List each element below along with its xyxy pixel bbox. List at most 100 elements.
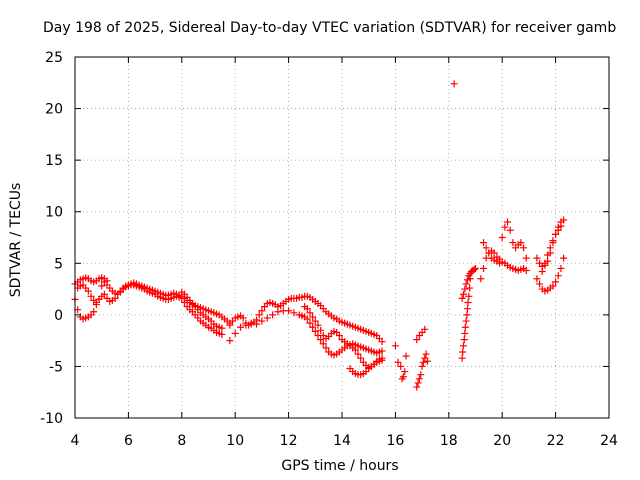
x-tick-label: 16 — [386, 433, 404, 449]
data-point — [466, 284, 474, 292]
x-tick-label: 18 — [440, 433, 458, 449]
data-point — [378, 347, 386, 355]
data-point — [522, 267, 530, 275]
series-sat-track-j — [477, 218, 530, 283]
data-point — [459, 290, 467, 298]
data-point — [549, 282, 557, 290]
data-point — [415, 375, 423, 383]
data-point — [314, 321, 322, 329]
data-point — [557, 264, 565, 272]
data-point — [460, 336, 468, 344]
data-point — [485, 249, 493, 257]
data-point — [317, 326, 325, 334]
series-sat-track-h — [391, 325, 431, 391]
x-tick-label: 8 — [177, 433, 186, 449]
data-point — [421, 325, 429, 333]
data-point — [423, 357, 431, 365]
data-point — [351, 346, 359, 354]
data-point — [450, 80, 458, 88]
data-point — [480, 264, 488, 272]
y-tick-label: 15 — [45, 153, 63, 169]
data-point — [258, 307, 266, 315]
data-point — [522, 254, 530, 262]
data-point — [506, 226, 514, 234]
data-point — [95, 295, 103, 303]
x-tick-label: 12 — [280, 433, 298, 449]
data-point — [549, 237, 557, 245]
data-point — [90, 308, 98, 316]
data-point — [335, 331, 343, 339]
data-point — [397, 362, 405, 370]
data-point — [303, 315, 311, 323]
data-point — [477, 275, 485, 283]
data-point — [306, 309, 314, 317]
x-tick-label: 24 — [600, 433, 618, 449]
x-tick-label: 4 — [71, 433, 80, 449]
data-point — [413, 336, 421, 344]
data-point — [269, 311, 277, 319]
x-tick-label: 22 — [547, 433, 565, 449]
data-point — [413, 383, 421, 391]
data-point — [461, 323, 469, 331]
series-sat-track-k — [533, 216, 568, 295]
data-point — [533, 254, 541, 262]
data-point — [317, 336, 325, 344]
data-point — [218, 330, 226, 338]
data-point — [242, 321, 250, 329]
y-tick-labels: -10 -5 0 5 10 15 20 25 — [40, 50, 63, 427]
y-tick-label: -10 — [40, 411, 63, 427]
data-point — [520, 244, 528, 252]
data-point — [401, 368, 409, 376]
data-point — [255, 311, 263, 319]
data-point — [554, 272, 562, 280]
data-point — [87, 292, 95, 300]
series-sat-track-c — [74, 278, 226, 332]
data-point — [263, 314, 271, 322]
data-point — [357, 354, 365, 362]
data-point — [322, 344, 330, 352]
data-point — [557, 222, 565, 230]
data-point — [258, 317, 266, 325]
series-sat-track-b — [71, 281, 226, 338]
data-point — [462, 280, 470, 288]
y-tick-label: 5 — [54, 256, 63, 272]
y-tick-label: 0 — [54, 308, 63, 324]
data-point — [402, 352, 410, 360]
data-point — [418, 362, 426, 370]
data-point — [100, 290, 108, 298]
data-point — [247, 319, 255, 327]
data-point — [541, 259, 549, 267]
data-point — [463, 305, 471, 313]
data-point — [419, 358, 427, 366]
data-point — [560, 254, 568, 262]
series-sat-track-i — [450, 80, 479, 362]
data-point — [482, 244, 490, 252]
data-point — [480, 239, 488, 247]
x-tick-labels: 4 6 8 10 12 14 16 18 20 22 24 — [71, 433, 618, 449]
y-tick-label: 10 — [45, 205, 63, 221]
data-point — [394, 358, 402, 366]
data-point — [111, 294, 119, 302]
data-point — [472, 264, 479, 272]
data-point — [306, 319, 314, 327]
y-axis-label: SDTVAR / TECUs — [8, 183, 24, 298]
data-point — [417, 371, 425, 379]
data-point — [498, 234, 506, 241]
data-point — [538, 268, 546, 276]
data-point — [226, 321, 234, 329]
data-point — [218, 324, 226, 332]
data-point — [517, 239, 525, 247]
x-tick-label: 10 — [226, 433, 244, 449]
data-point — [560, 216, 568, 224]
y-tick-label: -5 — [49, 359, 63, 375]
data-point — [231, 329, 239, 337]
x-tick-label: 6 — [124, 433, 133, 449]
y-tick-label: 25 — [45, 50, 63, 66]
data-point — [461, 285, 469, 293]
data-point — [463, 311, 471, 319]
data-point — [544, 251, 552, 259]
data-point — [399, 373, 407, 381]
data-point — [552, 230, 560, 238]
data-point — [414, 379, 422, 387]
